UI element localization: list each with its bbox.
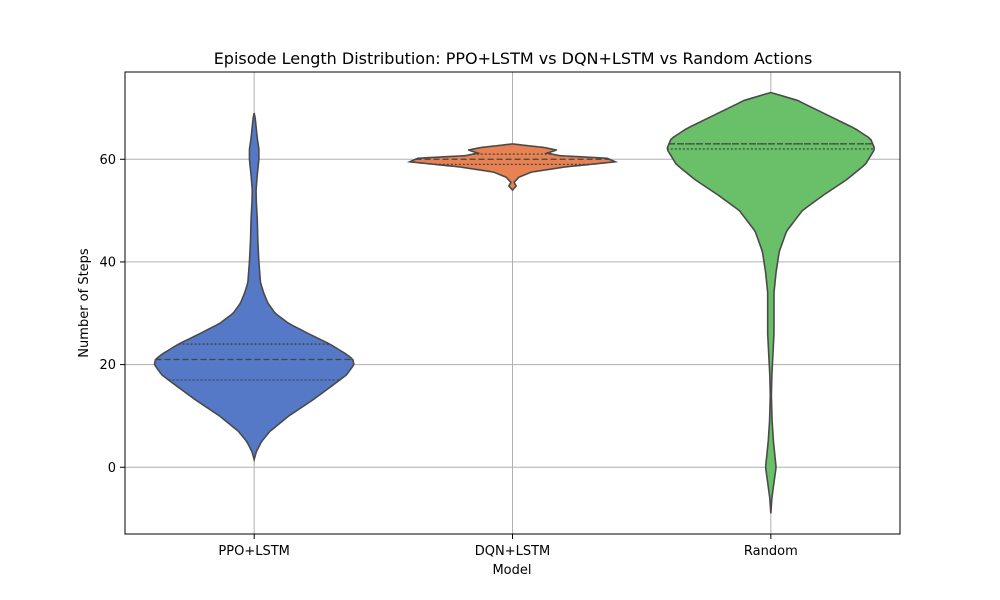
chart-title: Episode Length Distribution: PPO+LSTM vs… [214,49,813,68]
violin-body [153,112,355,463]
axis-ticks: 0 20 40 60 PPO+LSTM DQN+LSTM Random [99,153,797,559]
y-tick-label: 20 [99,358,116,373]
x-axis-label: Model [492,563,531,578]
x-tick-label: Random [744,544,798,559]
violin-body [666,91,876,514]
x-tick-label: DQN+LSTM [475,544,551,559]
y-tick-label: 0 [108,461,116,476]
y-tick-label: 40 [99,255,116,270]
y-tick-label: 60 [99,153,116,168]
y-axis-label: Number of Steps [77,248,92,358]
violins [153,91,876,514]
x-tick-label: PPO+LSTM [218,544,289,559]
violin-body [406,143,619,192]
